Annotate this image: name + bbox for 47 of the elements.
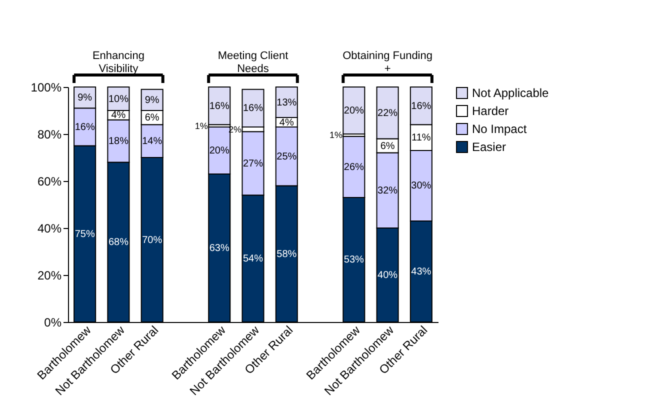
data-label: 16% [411, 100, 432, 112]
data-label: 4% [279, 117, 294, 128]
data-label: 16% [209, 100, 230, 112]
data-label: 1% [194, 120, 208, 131]
legend-label: Easier [472, 140, 506, 154]
data-label: 18% [108, 136, 129, 148]
data-label: 13% [276, 97, 297, 108]
data-label: 43% [411, 266, 432, 278]
data-label: 11% [412, 132, 431, 144]
data-label: 40% [378, 270, 398, 281]
data-label: 6% [380, 140, 395, 152]
data-label: 1% [329, 130, 342, 140]
data-label: 58% [276, 248, 297, 260]
data-label: 54% [242, 254, 264, 265]
text: Enhancing Visibility [92, 50, 144, 75]
data-label: 70% [142, 234, 162, 246]
data-label: 9% [144, 94, 160, 106]
data-label: 30% [411, 180, 432, 192]
y-tick-label: 0% [44, 316, 62, 330]
data-label: 20% [209, 145, 230, 156]
legend-label: Not Applicable [472, 86, 550, 100]
data-label: 27% [242, 158, 264, 170]
data-label: 32% [378, 185, 398, 196]
data-label: 63% [209, 242, 230, 254]
data-label: 4% [111, 110, 126, 122]
data-label: 9% [78, 92, 92, 104]
data-label: 26% [344, 162, 364, 173]
data-label: 10% [108, 94, 129, 105]
y-tick-label: 40% [37, 222, 62, 236]
legend-label: No Impact [472, 122, 528, 136]
text: Obtaining Funding + [342, 50, 432, 75]
legend-label: Harder [472, 104, 509, 118]
data-label: 16% [74, 122, 95, 133]
y-tick-label: 20% [37, 268, 62, 282]
text: Meeting Client Needs [218, 50, 288, 75]
data-label: 25% [276, 151, 297, 162]
y-tick-label: 80% [37, 128, 62, 142]
y-tick-label: 60% [37, 174, 62, 188]
data-label: 22% [378, 108, 398, 119]
data-label: 75% [74, 228, 95, 240]
data-label: 14% [142, 136, 162, 148]
data-label: 53% [344, 254, 364, 266]
data-label: 16% [242, 103, 264, 114]
data-label: 68% [108, 237, 129, 248]
y-tick-label: 100% [30, 80, 62, 94]
data-label: 20% [344, 106, 364, 116]
data-label: 6% [144, 112, 160, 124]
